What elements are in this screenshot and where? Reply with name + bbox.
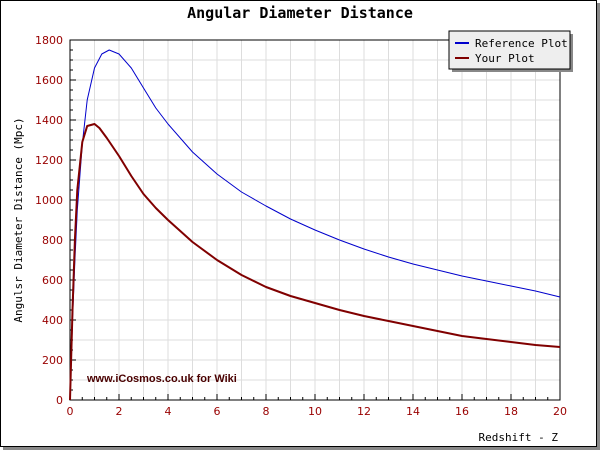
x-tick-label: 8: [263, 405, 270, 418]
y-tick-label: 1800: [35, 34, 63, 47]
x-tick-label: 20: [553, 405, 567, 418]
watermark-annotation: www.iCosmos.co.uk for Wiki: [86, 373, 237, 385]
y-tick-label: 200: [42, 354, 63, 367]
legend-label-reference-plot: Reference Plot: [475, 37, 568, 50]
x-tick-label: 12: [357, 405, 371, 418]
chart-title: Angular Diameter Distance: [187, 4, 413, 22]
x-axis-label: Redshift - Z: [479, 431, 559, 444]
y-tick-label: 600: [42, 274, 63, 287]
x-tick-label: 16: [455, 405, 469, 418]
x-tick-label: 0: [67, 405, 74, 418]
x-tick-label: 4: [165, 405, 172, 418]
grid-lines: [69, 39, 561, 401]
x-tick-label: 10: [308, 405, 322, 418]
axis-ticks: 0 2 4 6 8 10 12 14 16 18 2002004006008001000120014…: [35, 34, 567, 418]
y-axis-label: Angulsr Diameter Distance (Mpc): [12, 117, 25, 322]
x-tick-label: 18: [504, 405, 518, 418]
series-lines: [69, 49, 561, 401]
y-tick-label: 1600: [35, 74, 63, 87]
x-tick-label: 2: [116, 405, 123, 418]
x-tick-label: 14: [406, 405, 420, 418]
series-line-your-plot: [69, 123, 561, 401]
y-tick-label: 0: [56, 394, 63, 407]
y-tick-label: 1400: [35, 114, 63, 127]
y-tick-label: 1000: [35, 194, 63, 207]
y-tick-label: 1200: [35, 154, 63, 167]
legend-label-your-plot: Your Plot: [475, 52, 535, 65]
series-line-reference-plot: [69, 49, 561, 401]
legend: Reference Plot Your Plot: [448, 30, 573, 72]
y-tick-label: 800: [42, 234, 63, 247]
y-tick-label: 400: [42, 314, 63, 327]
legend-box: [448, 30, 571, 70]
x-tick-label: 6: [214, 405, 221, 418]
